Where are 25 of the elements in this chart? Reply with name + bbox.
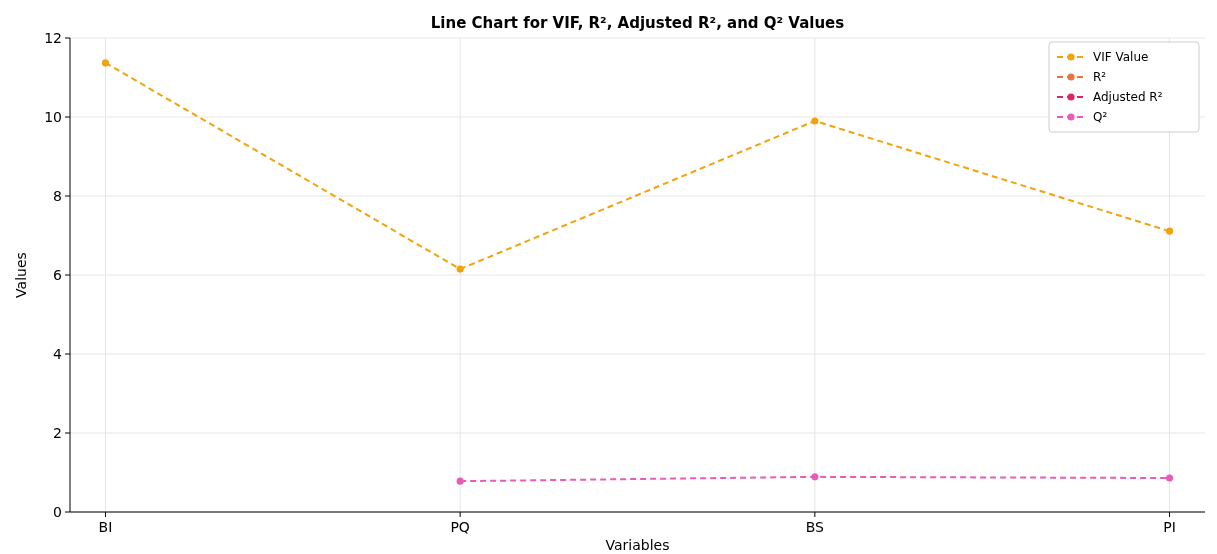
y-axis-title: Values [13, 252, 29, 298]
chart-title: Line Chart for VIF, R², Adjusted R², and Q² Values [430, 14, 845, 32]
y-tick-label: 10 [44, 108, 62, 125]
y-tick-label: 4 [53, 345, 63, 362]
point [1165, 474, 1174, 482]
y-tick-label: 6 [53, 266, 63, 283]
x-axis-title: Variables [605, 537, 670, 553]
point [456, 477, 464, 485]
point [1165, 227, 1174, 235]
x-tick-label: BI [98, 519, 113, 535]
point [456, 265, 464, 273]
x-tick-label: BS [805, 519, 825, 535]
point [811, 117, 819, 125]
legend-label: R² [1093, 70, 1107, 85]
legend-label: Adjusted R² [1093, 90, 1163, 105]
y-tick-label: 2 [53, 424, 62, 441]
y-tick-label: 8 [53, 187, 62, 204]
x-tick-label: PQ [450, 519, 470, 535]
x-tick-label: PI [1163, 519, 1176, 535]
point [101, 59, 110, 67]
legend-label: Q² [1093, 110, 1108, 125]
y-tick-label: 12 [44, 29, 62, 46]
y-tick-label: 0 [53, 503, 62, 520]
legend-label: VIF Value [1093, 50, 1149, 65]
point [811, 473, 819, 481]
